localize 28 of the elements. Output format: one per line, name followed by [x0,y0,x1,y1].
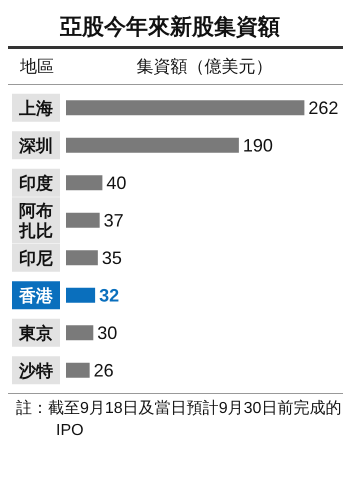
data-label: 262 [308,98,338,118]
bar [66,175,102,190]
y-tick-label: 沙特 [18,361,53,380]
data-label: 30 [97,322,118,343]
y-tick-label: 上海 [18,98,53,118]
y-tick-label: 印度 [19,174,53,193]
y-tick-label: 印尼 [19,248,53,268]
bar [66,138,239,153]
data-label: 26 [94,360,114,380]
bar [66,212,100,228]
x-axis-title: 集資額（億美元） [136,56,274,78]
y-tick-label: 深圳 [18,136,53,156]
bar [66,250,98,266]
bar [66,325,94,340]
y-tick-label: 東京 [18,324,53,343]
text: 註：截至9月18日及當日預計9月30日前完成的IPO [15,398,342,441]
data-label: 32 [99,285,120,306]
y-tick-label: 香港 [18,286,54,306]
data-label: 190 [242,135,273,156]
y-tick-label: 阿布扎比 [18,201,53,240]
y-axis-title: 地區 [19,56,55,78]
bar [66,362,90,378]
data-label: 35 [102,248,122,268]
data-label: 37 [104,210,124,230]
data-label: 40 [106,172,126,193]
chart-title: 亞股今年來新股集資額 [8,8,343,49]
bar [66,100,304,116]
bar [66,288,96,303]
